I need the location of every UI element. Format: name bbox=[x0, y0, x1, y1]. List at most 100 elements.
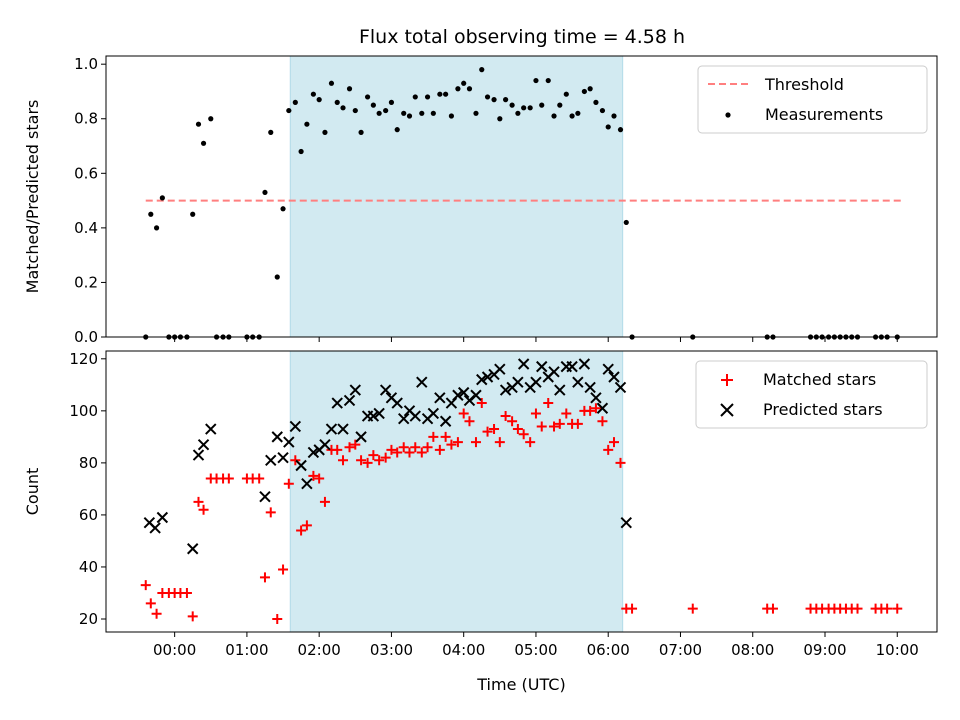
matched-star-point bbox=[362, 457, 373, 468]
predicted-star-point bbox=[367, 410, 380, 422]
measurement-point bbox=[200, 140, 207, 146]
matched-star-point bbox=[296, 525, 307, 536]
matched-star-point bbox=[489, 424, 500, 435]
y-tick-label: 0.6 bbox=[74, 164, 98, 182]
matched-star-point bbox=[338, 455, 349, 466]
matched-star-point bbox=[882, 603, 893, 614]
matched-star-point bbox=[386, 444, 397, 455]
predicted-star-point bbox=[548, 366, 560, 378]
measurement-point bbox=[551, 113, 557, 119]
predicted-star-point bbox=[187, 543, 199, 555]
measurement-point bbox=[503, 97, 509, 103]
measurement-point bbox=[274, 274, 280, 280]
predicted-star-point bbox=[337, 423, 349, 435]
matched-star-point bbox=[767, 603, 778, 614]
predicted-star-point bbox=[608, 371, 620, 383]
measurement-point bbox=[412, 94, 418, 100]
matched-star-point bbox=[380, 452, 391, 463]
x-axis-label: Time (UTC) bbox=[476, 675, 565, 694]
measurement-point bbox=[310, 91, 316, 97]
measurement-point bbox=[153, 225, 160, 231]
measurement-point bbox=[262, 189, 268, 196]
measurement-point bbox=[298, 148, 304, 155]
matched-star-point bbox=[374, 455, 385, 466]
predicted-star-point bbox=[596, 402, 609, 414]
plot-frame bbox=[105, 350, 938, 633]
predicted-star-point bbox=[439, 415, 452, 427]
matched-star-point bbox=[852, 603, 863, 614]
measurement-point bbox=[208, 116, 214, 122]
predicted-star-point bbox=[572, 376, 584, 388]
matched-star-point bbox=[392, 447, 403, 458]
measurement-point bbox=[358, 129, 364, 135]
matched-star-point bbox=[597, 416, 608, 427]
matched-star-point bbox=[452, 437, 463, 448]
matched-star-point bbox=[301, 520, 312, 531]
legend-measurements-swatch bbox=[725, 112, 731, 118]
legend: Matched stars Predicted stars bbox=[695, 360, 928, 429]
matched-star-point bbox=[193, 496, 204, 507]
measurement-point bbox=[521, 105, 527, 111]
matched-stars-series bbox=[140, 398, 903, 624]
measurement-point bbox=[268, 129, 274, 135]
predicted-star-point bbox=[409, 410, 421, 422]
matched-star-point bbox=[518, 429, 529, 440]
predicted-star-point bbox=[319, 438, 331, 451]
measurement-point bbox=[148, 211, 154, 217]
matched-star-point bbox=[494, 437, 505, 448]
matched-star-point bbox=[608, 437, 619, 448]
y-axis-label: Matched/Predicted stars bbox=[23, 100, 42, 294]
y-axis-ticks: 20 40 60 80 100 120 bbox=[69, 350, 106, 628]
matched-star-point bbox=[572, 418, 583, 429]
y-tick-label: 0.0 bbox=[74, 328, 98, 346]
matched-star-point bbox=[314, 473, 325, 484]
measurement-point bbox=[575, 110, 581, 116]
matched-star-point bbox=[434, 444, 445, 455]
matched-star-point bbox=[368, 450, 379, 461]
predicted-star-point bbox=[434, 392, 446, 404]
matched-star-point bbox=[507, 416, 518, 427]
measurement-point bbox=[545, 77, 551, 84]
predicted-star-point bbox=[277, 451, 289, 464]
matched-star-point bbox=[446, 439, 457, 450]
x-axis-ticks: 00:00 01:00 02:00 03:00 04:00 05:00 06:00 07:00… bbox=[153, 632, 919, 659]
measurement-point bbox=[280, 206, 286, 212]
predicted-star-point bbox=[602, 363, 614, 375]
predicted-star-point bbox=[614, 381, 627, 394]
x-tick-label: 00:00 bbox=[153, 641, 196, 659]
ratio-panel: 0.0 0.2 0.4 0.6 0.8 1.0 Matched/Predicted sta… bbox=[23, 55, 938, 346]
predicted-star-point bbox=[427, 407, 440, 420]
y-tick-label: 0.2 bbox=[74, 273, 98, 291]
measurement-point bbox=[497, 116, 503, 122]
measurement-point bbox=[539, 102, 545, 108]
x-tick-label: 02:00 bbox=[298, 641, 341, 659]
x-axis-ticks bbox=[174, 337, 898, 342]
measurement-point bbox=[605, 124, 611, 130]
measurement-point bbox=[195, 121, 202, 127]
matched-star-point bbox=[398, 442, 409, 453]
matched-star-point bbox=[410, 442, 421, 453]
legend-matched-swatch bbox=[721, 374, 733, 386]
measurement-point bbox=[388, 99, 395, 105]
predicted-star-point bbox=[620, 517, 632, 529]
predicted-star-point bbox=[416, 376, 428, 388]
x-tick-label: 01:00 bbox=[225, 641, 268, 659]
y-tick-label: 0.8 bbox=[74, 110, 98, 128]
measurement-point bbox=[292, 99, 298, 105]
predicted-star-point bbox=[325, 423, 338, 435]
predicted-star-point bbox=[566, 360, 578, 373]
measurement-point bbox=[376, 110, 382, 116]
measurement-point bbox=[383, 107, 389, 114]
measurement-point bbox=[286, 107, 292, 114]
measurement-point bbox=[346, 86, 353, 92]
measurement-point bbox=[527, 105, 533, 111]
predicted-star-point bbox=[373, 407, 385, 420]
measurement-point bbox=[352, 107, 358, 114]
matched-star-point bbox=[319, 496, 330, 507]
measurement-point bbox=[623, 219, 629, 226]
matched-star-point bbox=[332, 444, 343, 455]
measurement-point bbox=[473, 110, 479, 116]
matched-star-point bbox=[440, 431, 451, 442]
predicted-star-point bbox=[584, 381, 596, 394]
predicted-star-point bbox=[271, 431, 283, 443]
